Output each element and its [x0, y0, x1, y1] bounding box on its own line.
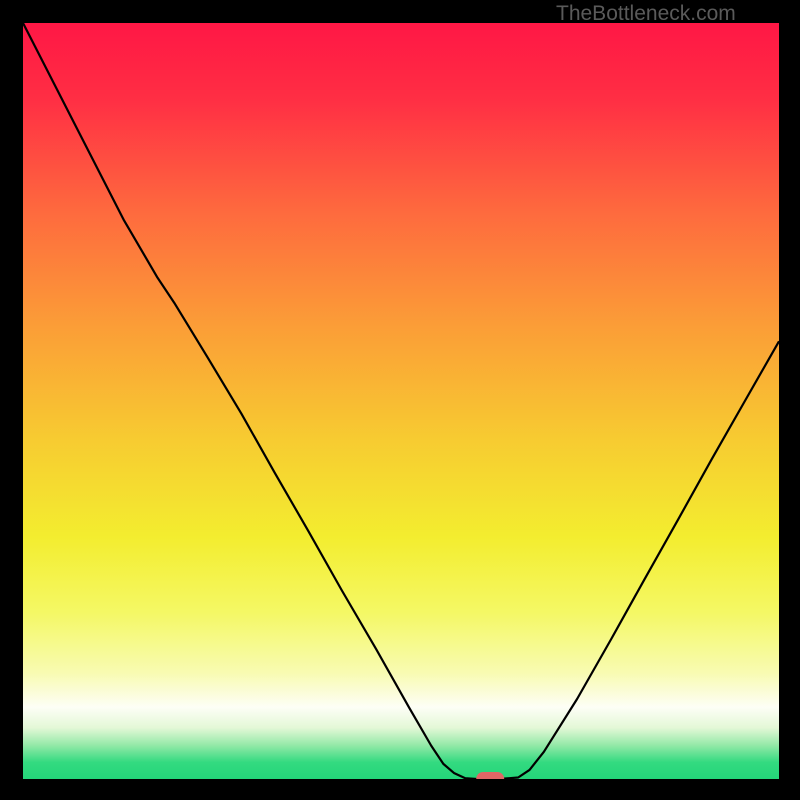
bottleneck-chart [23, 23, 779, 779]
optimal-marker [476, 772, 504, 779]
chart-svg [23, 23, 779, 779]
chart-background [23, 23, 779, 779]
watermark-text: TheBottleneck.com [556, 2, 736, 26]
